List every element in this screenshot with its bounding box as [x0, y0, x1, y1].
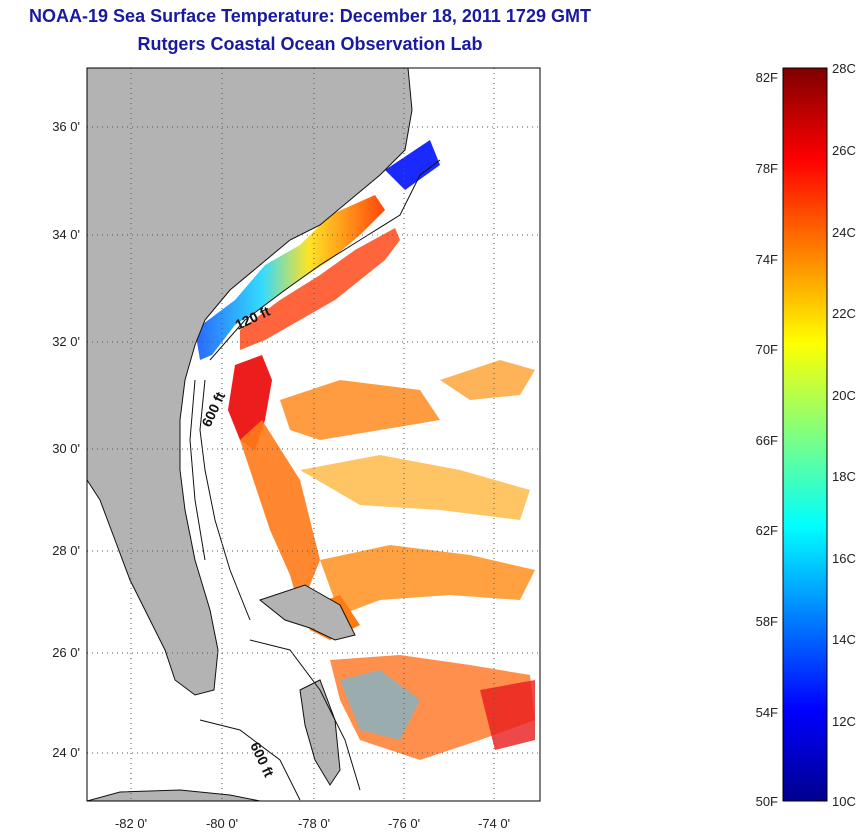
colorbar-label-62f: 62F — [756, 523, 778, 538]
map-subtitle: Rutgers Coastal Ocean Observation Lab — [137, 34, 483, 54]
lat-tick-28: 28 0' — [52, 543, 80, 558]
colorbar-label-66f: 66F — [756, 433, 778, 448]
colorbar-label-20c: 20C — [832, 388, 856, 403]
colorbar-label-82f: 82F — [756, 70, 778, 85]
graticule — [87, 68, 540, 801]
colorbar-label-54f: 54F — [756, 705, 778, 720]
lat-tick-34: 34 0' — [52, 227, 80, 242]
lon-tick-82: -82 0' — [115, 816, 147, 831]
colorbar-label-14c: 14C — [832, 632, 856, 647]
colorbar-label-10c: 10C — [832, 794, 856, 809]
colorbar-label-22c: 22C — [832, 306, 856, 321]
lon-tick-78: -78 0' — [298, 816, 330, 831]
lat-tick-30: 30 0' — [52, 441, 80, 456]
colorbar-label-24c: 24C — [832, 225, 856, 240]
lat-tick-24: 24 0' — [52, 745, 80, 760]
lat-tick-32: 32 0' — [52, 334, 80, 349]
colorbar-label-74f: 74F — [756, 252, 778, 267]
colorbar-label-28c: 28C — [832, 61, 856, 76]
lon-axis: -82 0' -80 0' -78 0' -76 0' -74 0' — [115, 816, 510, 831]
colorbar-label-50f: 50F — [756, 794, 778, 809]
isobaths — [189, 159, 441, 801]
lat-axis: 36 0' 34 0' 32 0' 30 0' 28 0' 26 0' 24 0… — [52, 119, 80, 760]
colorbar-label-12c: 12C — [832, 714, 856, 729]
colorbar-label-16c: 16C — [832, 551, 856, 566]
colorbar-label-78f: 78F — [756, 161, 778, 176]
colorbar-label-58f: 58F — [756, 614, 778, 629]
map-title: NOAA-19 Sea Surface Temperature: Decembe… — [29, 6, 591, 26]
lon-tick-76: -76 0' — [388, 816, 420, 831]
colorbar-label-26c: 26C — [832, 143, 856, 158]
colorbar-label-70f: 70F — [756, 342, 778, 357]
landmass — [87, 68, 413, 801]
colorbar-label-18c: 18C — [832, 469, 856, 484]
lon-tick-74: -74 0' — [478, 816, 510, 831]
colorbar-fahrenheit-labels: 82F 78F 74F 70F 66F 62F 58F 54F 50F — [756, 70, 778, 809]
colorbar-celsius-labels: 28C 26C 24C 22C 20C 18C 16C 14C 12C 10C — [832, 61, 856, 809]
lat-tick-26: 26 0' — [52, 645, 80, 660]
lon-tick-80: -80 0' — [206, 816, 238, 831]
lat-tick-36: 36 0' — [52, 119, 80, 134]
colorbar — [782, 67, 828, 802]
